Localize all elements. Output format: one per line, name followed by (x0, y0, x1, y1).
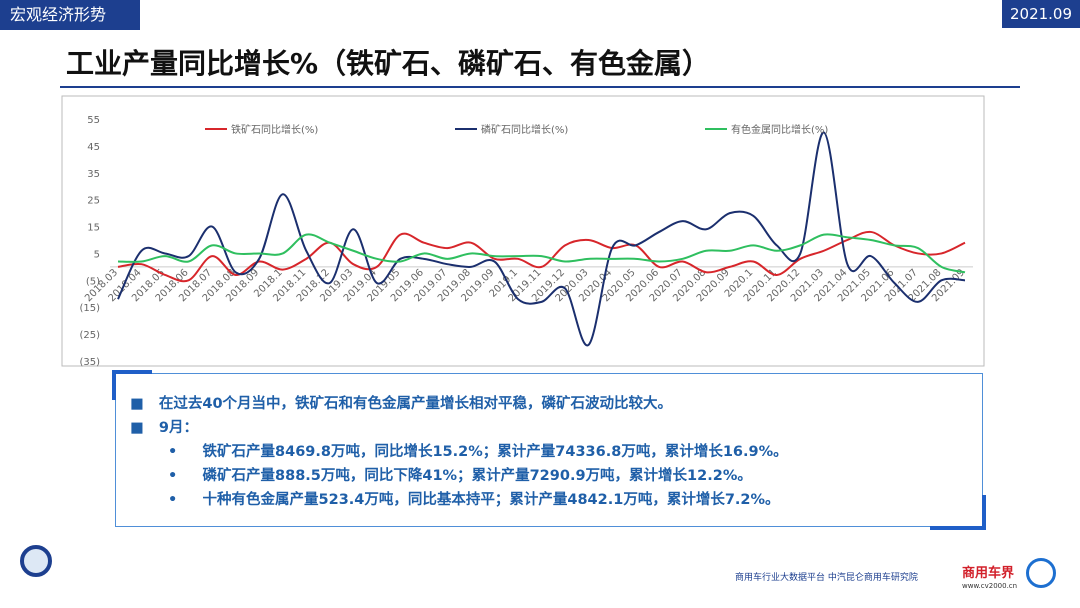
item: 十种有色金属产量523.4万吨，同比基本持平；累计产量4842.1万吨，累计增长… (202, 492, 780, 508)
corner (112, 370, 116, 400)
line-series (117, 131, 966, 346)
line-series (117, 233, 966, 274)
item: 铁矿石产量8469.8万吨，同比增长15.2%；累计产量74336.8万吨，累计… (202, 444, 788, 460)
summary: 在过去40个月当中，铁矿石和有色金属产量增长相对平稳，磷矿石波动比较大。 (158, 396, 673, 412)
y-tick-label: (35) (79, 357, 100, 368)
y-tick-label: (5) (86, 276, 100, 287)
legend-label: 磷矿石同比增长(%) (481, 123, 568, 136)
line-series (117, 230, 966, 283)
chart-frame (61, 95, 985, 367)
y-tick-label: 15 (87, 223, 100, 234)
y-tick-label: 35 (87, 169, 100, 180)
search-icon (20, 545, 52, 577)
badge (1026, 558, 1056, 588)
y-tick-label: 55 (87, 115, 100, 126)
legend-label: 有色金属同比增长(%) (731, 123, 828, 136)
y-tick-label: 25 (87, 196, 100, 207)
y-tick-label: (15) (79, 303, 100, 314)
corner (930, 526, 986, 530)
notes-box (115, 373, 983, 527)
month: 9月： (158, 420, 198, 436)
sub-bullet: • 十种有色金属产量523.4万吨，同比基本持平；累计产量4842.1万吨，累计… (168, 492, 780, 508)
bullet: ■ 在过去40个月当中，铁矿石和有色金属产量增长相对平稳，磷矿石波动比较大。 (130, 396, 673, 412)
notes: ■ 在过去40个月当中，铁矿石和有色金属产量增长相对平稳，磷矿石波动比较大。 ■… (130, 392, 788, 512)
section-tag: 宏观经济形势 (0, 0, 140, 30)
corner (112, 370, 152, 374)
item: 磷矿石产量888.5万吨，同比下降41%；累计产量7290.9万吨，累计增长12… (202, 468, 752, 484)
url: www.cv2000.cn (962, 582, 1018, 590)
logo: 商用车界 (962, 566, 1015, 581)
legend-label: 铁矿石同比增长(%) (231, 123, 318, 136)
sub-bullet: • 铁矿石产量8469.8万吨，同比增长15.2%；累计产量74336.8万吨，… (168, 444, 788, 460)
sub-bullet: • 磷矿石产量888.5万吨，同比下降41%；累计产量7290.9万吨，累计增长… (168, 468, 752, 484)
y-tick-label: (25) (79, 330, 100, 341)
rule (60, 86, 1020, 88)
chart: 55453525155(5)(15)(25)(35)2018.032018.04… (61, 95, 985, 368)
y-tick-label: 5 (94, 249, 100, 260)
footer-source: 商用车行业大数据平台 中汽昆仑商用车研究院 (735, 573, 918, 583)
title: 工业产量同比增长%（铁矿石、磷矿石、有色金属） (66, 47, 711, 80)
bullet: ■ 9月： (130, 420, 198, 436)
corner (982, 495, 986, 530)
date-tag: 2021.09 (1002, 0, 1080, 28)
y-tick-label: 45 (87, 142, 100, 153)
